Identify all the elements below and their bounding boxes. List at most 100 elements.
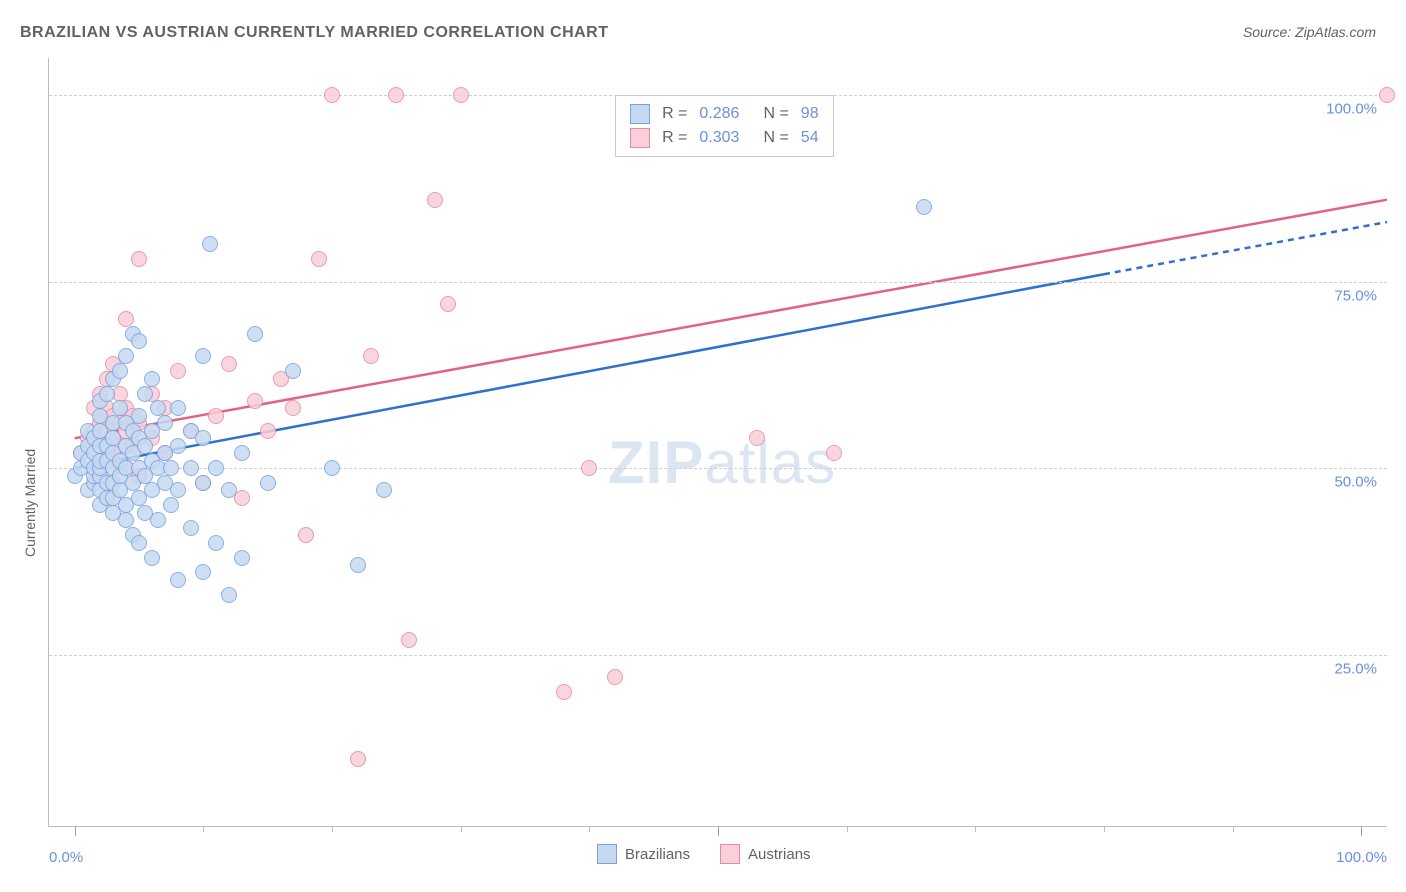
scatter-point-brazilians (170, 438, 186, 454)
scatter-point-austrians (363, 348, 379, 364)
scatter-point-brazilians (144, 371, 160, 387)
chart-plot-area: ZIPatlas R =0.286N =98R =0.303N =54 0.0%… (48, 58, 1387, 827)
scatter-point-brazilians (137, 386, 153, 402)
scatter-point-brazilians (234, 445, 250, 461)
scatter-point-brazilians (221, 482, 237, 498)
source-label: Source: ZipAtlas.com (1243, 24, 1376, 40)
x-tick-minor (1104, 826, 1105, 832)
scatter-point-brazilians (131, 333, 147, 349)
x-tick-major (75, 826, 76, 836)
scatter-point-brazilians (916, 199, 932, 215)
scatter-point-brazilians (150, 400, 166, 416)
gridline (49, 655, 1387, 656)
scatter-point-brazilians (144, 550, 160, 566)
gridline (49, 282, 1387, 283)
scatter-point-brazilians (208, 535, 224, 551)
scatter-point-brazilians (112, 400, 128, 416)
scatter-point-austrians (749, 430, 765, 446)
x-tick-major (718, 826, 719, 836)
x-tick-minor (1233, 826, 1234, 832)
x-tick-minor (461, 826, 462, 832)
scatter-point-brazilians (221, 587, 237, 603)
scatter-point-brazilians (118, 348, 134, 364)
scatter-point-brazilians (170, 482, 186, 498)
scatter-point-austrians (311, 251, 327, 267)
scatter-point-austrians (170, 363, 186, 379)
scatter-point-brazilians (195, 475, 211, 491)
scatter-point-brazilians (183, 520, 199, 536)
legend-swatch-icon (630, 128, 650, 148)
scatter-point-brazilians (157, 415, 173, 431)
scatter-point-austrians (247, 393, 263, 409)
scatter-point-brazilians (163, 497, 179, 513)
scatter-point-austrians (453, 87, 469, 103)
scatter-point-brazilians (202, 236, 218, 252)
chart-svg (49, 58, 1387, 826)
legend-r-label: R = (662, 102, 687, 126)
scatter-point-brazilians (195, 430, 211, 446)
scatter-point-brazilians (247, 326, 263, 342)
scatter-point-brazilians (324, 460, 340, 476)
x-tick-minor (975, 826, 976, 832)
gridline (49, 95, 1387, 96)
scatter-point-brazilians (131, 535, 147, 551)
x-tick-minor (847, 826, 848, 832)
x-axis-max-label: 100.0% (1336, 849, 1387, 866)
scatter-point-austrians (221, 356, 237, 372)
x-tick-minor (589, 826, 590, 832)
legend-r-value: 0.303 (699, 126, 739, 150)
legend-bottom-item-brazilians: Brazilians (597, 844, 690, 864)
legend-top: R = 0.286 N = 98R = 0.303 N = 54 (615, 95, 834, 157)
y-axis-label: Currently Married (22, 449, 38, 557)
scatter-point-austrians (556, 684, 572, 700)
trend-line (1104, 222, 1387, 274)
chart-title: BRAZILIAN VS AUSTRIAN CURRENTLY MARRIED … (20, 24, 609, 42)
scatter-point-brazilians (131, 408, 147, 424)
scatter-point-austrians (388, 87, 404, 103)
y-tick-label: 25.0% (1334, 660, 1377, 677)
scatter-point-austrians (285, 400, 301, 416)
x-tick-minor (332, 826, 333, 832)
scatter-point-austrians (298, 527, 314, 543)
gridline (49, 468, 1387, 469)
legend-r-label: R = (662, 126, 687, 150)
legend-swatch-icon (630, 104, 650, 124)
scatter-point-brazilians (170, 400, 186, 416)
x-tick-major (1361, 826, 1362, 836)
scatter-point-brazilians (350, 557, 366, 573)
legend-n-value: 98 (801, 102, 819, 126)
scatter-point-brazilians (195, 564, 211, 580)
scatter-point-austrians (427, 192, 443, 208)
legend-series-label: Brazilians (625, 846, 690, 863)
legend-bottom: Brazilians Austrians (597, 844, 811, 864)
scatter-point-austrians (1379, 87, 1395, 103)
scatter-point-austrians (350, 751, 366, 767)
scatter-point-austrians (401, 632, 417, 648)
scatter-point-austrians (581, 460, 597, 476)
scatter-point-austrians (131, 251, 147, 267)
legend-n-label: N = (763, 126, 788, 150)
scatter-point-austrians (118, 311, 134, 327)
y-tick-label: 50.0% (1334, 474, 1377, 491)
scatter-point-austrians (324, 87, 340, 103)
scatter-point-brazilians (285, 363, 301, 379)
legend-swatch-icon (720, 844, 740, 864)
scatter-point-brazilians (208, 460, 224, 476)
scatter-point-brazilians (234, 550, 250, 566)
scatter-point-brazilians (99, 386, 115, 402)
legend-row-austrians: R = 0.303 N = 54 (630, 126, 819, 150)
y-tick-label: 100.0% (1326, 101, 1377, 118)
scatter-point-austrians (440, 296, 456, 312)
scatter-point-brazilians (112, 363, 128, 379)
x-axis-min-label: 0.0% (49, 849, 83, 866)
legend-r-value: 0.286 (699, 102, 739, 126)
legend-swatch-icon (597, 844, 617, 864)
scatter-point-brazilians (163, 460, 179, 476)
scatter-point-brazilians (150, 512, 166, 528)
y-tick-label: 75.0% (1334, 287, 1377, 304)
scatter-point-brazilians (183, 460, 199, 476)
legend-bottom-item-austrians: Austrians (720, 844, 811, 864)
scatter-point-brazilians (260, 475, 276, 491)
scatter-point-brazilians (195, 348, 211, 364)
legend-n-value: 54 (801, 126, 819, 150)
